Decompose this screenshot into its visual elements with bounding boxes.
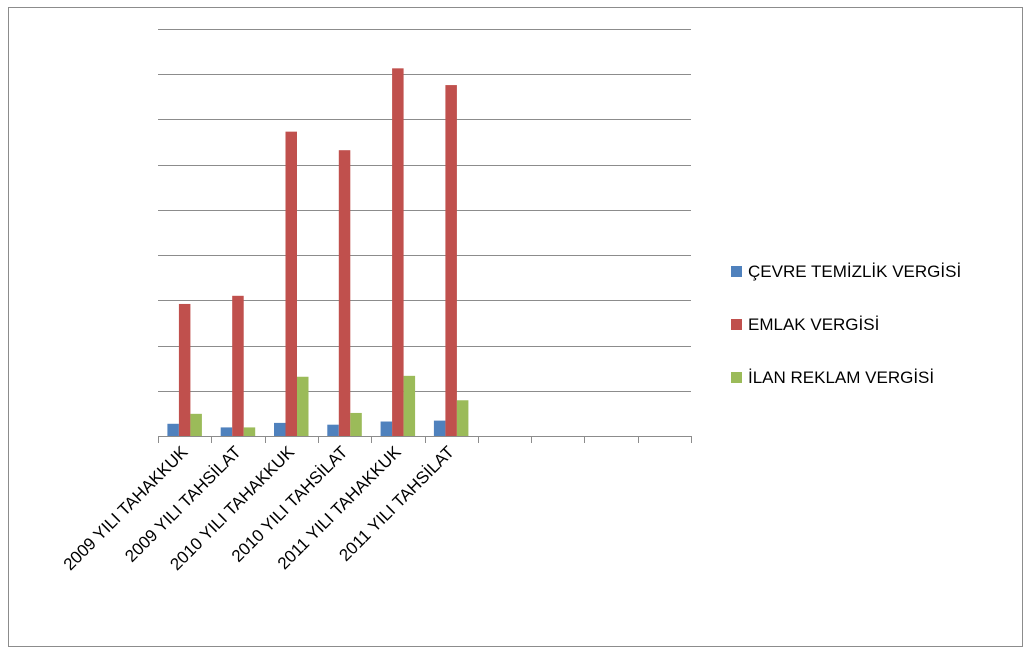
bars: [167, 68, 469, 436]
bar: [380, 421, 393, 436]
legend-label: EMLAK VERGİSİ: [748, 315, 879, 334]
bar: [232, 295, 244, 436]
legend-label: İLAN REKLAM VERGİSİ: [748, 368, 934, 387]
legend-swatch: [731, 372, 742, 383]
bar: [297, 376, 309, 436]
bar: [327, 424, 339, 436]
bar: [350, 412, 362, 436]
bar: [392, 68, 404, 436]
legend-swatch: [731, 266, 742, 277]
bar: [433, 420, 446, 436]
bar: [456, 400, 469, 436]
bar: [403, 375, 416, 436]
bar: [167, 423, 179, 436]
chart-frame: 2009 YILI TAHAKKUK 2009 YILI TAHSİLAT 2010…: [8, 7, 1023, 647]
legend: ÇEVRE TEMİZLİK VERGİSİ EMLAK VERGİSİ İLAN …: [731, 262, 961, 387]
bar: [178, 303, 191, 436]
bar: [445, 85, 457, 436]
x-axis: [158, 436, 692, 443]
bar: [243, 427, 256, 436]
bar: [338, 150, 351, 436]
bar: [190, 413, 202, 436]
gridlines: [158, 29, 691, 392]
bar: [220, 427, 233, 436]
bar: [285, 131, 297, 436]
legend-swatch: [731, 319, 742, 330]
bar: [274, 422, 286, 436]
legend-label: ÇEVRE TEMİZLİK VERGİSİ: [748, 262, 961, 281]
